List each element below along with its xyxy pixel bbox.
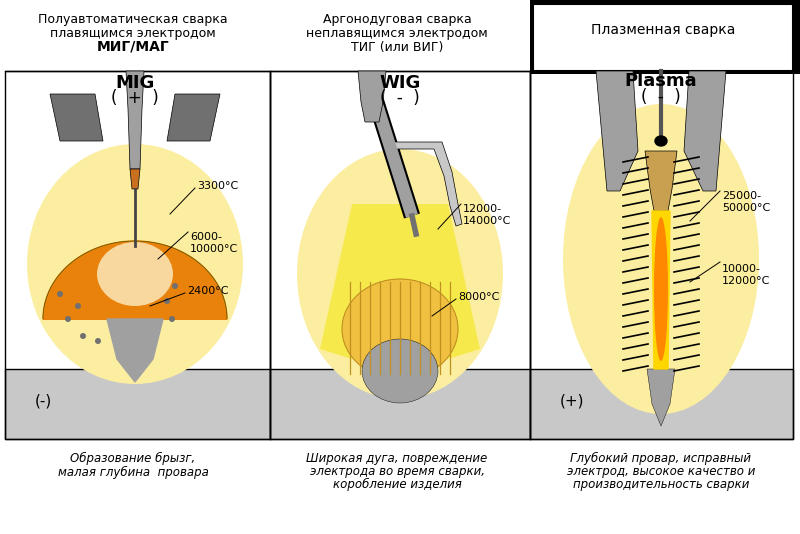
Polygon shape (43, 241, 227, 319)
Polygon shape (167, 94, 220, 141)
Text: 8000°C: 8000°C (458, 292, 499, 302)
Text: (+): (+) (560, 394, 584, 409)
Text: плавящимся электродом: плавящимся электродом (50, 27, 216, 40)
Text: Образование брызг,: Образование брызг, (70, 452, 196, 465)
Text: электрод, высокое качество и: электрод, высокое качество и (567, 465, 755, 478)
Bar (5, 369, 270, 439)
Polygon shape (596, 71, 638, 191)
Text: 12000-
14000°C: 12000- 14000°C (463, 204, 511, 225)
Bar (270, 369, 530, 439)
Ellipse shape (297, 149, 503, 399)
Bar (530, 71, 793, 439)
Polygon shape (358, 71, 386, 122)
Ellipse shape (27, 144, 243, 384)
Text: (  -  ): ( - ) (641, 88, 681, 106)
Polygon shape (652, 211, 670, 369)
Text: MIG: MIG (115, 74, 154, 92)
Text: производительность сварки: производительность сварки (573, 478, 749, 491)
Bar (5, 71, 270, 439)
Polygon shape (647, 369, 675, 426)
Text: Глубокий провар, исправный: Глубокий провар, исправный (570, 452, 751, 465)
Ellipse shape (172, 283, 178, 289)
Text: малая глубина  провара: малая глубина провара (58, 466, 209, 479)
Text: МИГ/МАГ: МИГ/МАГ (97, 40, 170, 54)
Bar (533, 4, 793, 71)
Text: 25000-
50000°C: 25000- 50000°C (722, 191, 770, 213)
Bar (530, 369, 793, 439)
Ellipse shape (95, 338, 101, 344)
Text: (  -  ): ( - ) (380, 89, 420, 107)
Ellipse shape (97, 242, 173, 306)
Ellipse shape (362, 339, 438, 403)
Ellipse shape (164, 298, 170, 304)
Polygon shape (684, 71, 726, 191)
Text: коробление изделия: коробление изделия (333, 478, 462, 491)
Text: 2400°C: 2400°C (187, 286, 229, 296)
Ellipse shape (655, 136, 667, 146)
Text: WIG: WIG (379, 74, 421, 92)
Text: Аргонодуговая сварка: Аргонодуговая сварка (322, 13, 471, 27)
Text: 10000-
12000°C: 10000- 12000°C (722, 264, 770, 286)
Ellipse shape (57, 291, 63, 297)
Text: неплавящимся электродом: неплавящимся электродом (306, 27, 488, 40)
Polygon shape (645, 151, 677, 211)
Ellipse shape (80, 333, 86, 339)
Polygon shape (126, 71, 144, 169)
Text: электрода во время сварки,: электрода во время сварки, (310, 465, 485, 478)
Text: ТИГ (или ВИГ): ТИГ (или ВИГ) (351, 41, 443, 53)
Text: (-): (-) (35, 394, 52, 409)
Text: Plasma: Plasma (625, 72, 698, 90)
Text: Полуавтоматическая сварка: Полуавтоматическая сварка (38, 13, 228, 27)
Ellipse shape (75, 303, 81, 309)
Text: (  +  ): ( + ) (111, 89, 159, 107)
Bar (270, 71, 530, 439)
Polygon shape (320, 204, 480, 374)
Polygon shape (530, 0, 800, 74)
Ellipse shape (65, 316, 71, 322)
Text: 3300°C: 3300°C (197, 181, 238, 191)
Text: Плазменная сварка: Плазменная сварка (591, 23, 735, 37)
Ellipse shape (654, 217, 668, 361)
Polygon shape (130, 169, 140, 189)
Text: 6000-
10000°C: 6000- 10000°C (190, 232, 238, 254)
Ellipse shape (342, 279, 458, 379)
Ellipse shape (169, 316, 175, 322)
Polygon shape (392, 142, 462, 226)
Text: Широкая дуга, повреждение: Широкая дуга, повреждение (306, 452, 488, 465)
Ellipse shape (563, 104, 759, 414)
Polygon shape (107, 319, 163, 382)
Polygon shape (50, 94, 103, 141)
